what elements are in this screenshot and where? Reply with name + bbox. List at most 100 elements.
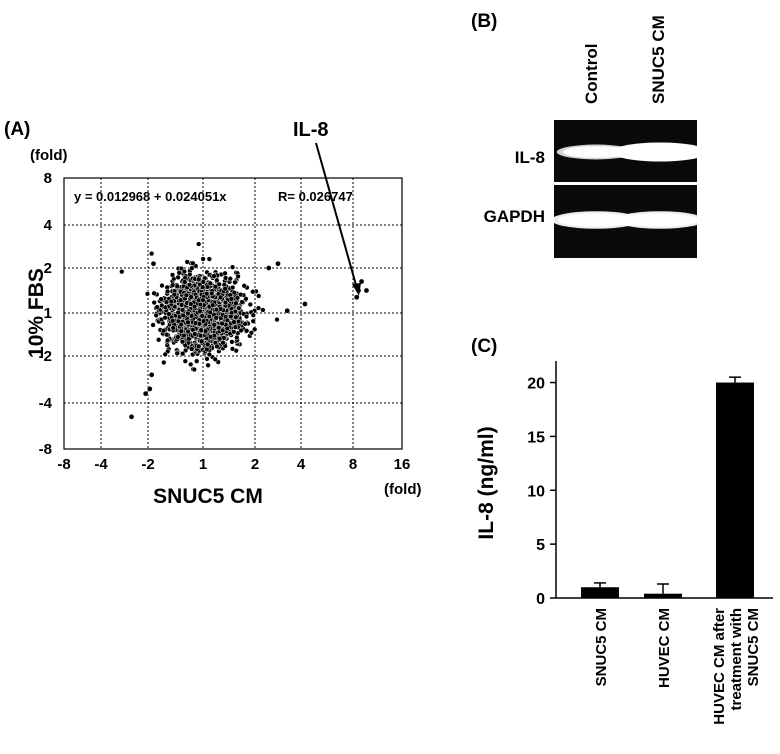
scatter-point — [200, 279, 206, 285]
scatter-point — [260, 307, 266, 313]
scatter-point — [164, 337, 171, 344]
panel-b: (B) Control SNUC5 CM IL-8 GAPDH — [471, 11, 708, 258]
scatter-point — [217, 294, 224, 300]
scatter-point — [196, 343, 202, 349]
scatter-point — [178, 328, 184, 334]
scatter-point — [146, 386, 153, 392]
category-label: SNUC5 CM — [745, 608, 762, 686]
y-tick-label: 0 — [536, 591, 545, 608]
lane-label-control: Control — [582, 44, 601, 104]
y-tick-label: 10 — [527, 483, 545, 500]
scatter-point — [166, 311, 172, 317]
gel-band-core — [558, 213, 634, 227]
scatter-point — [224, 325, 230, 332]
x-tick-label: -4 — [94, 456, 108, 473]
panel-c-y-ticks: 0 5 10 15 20 — [527, 376, 556, 608]
panel-a: (A) (fold) (fold) 10% FBS SNUC5 CM 8421-… — [4, 119, 421, 508]
scatter-point — [168, 298, 174, 305]
scatter-point — [178, 302, 185, 308]
y-tick-label: 4 — [44, 217, 53, 234]
scatter-point — [244, 328, 250, 334]
scatter-point — [180, 350, 186, 357]
x-tick-label: 16 — [394, 456, 411, 473]
scatter-point — [235, 273, 241, 280]
scatter-point — [242, 321, 248, 327]
scatter-point — [229, 339, 235, 345]
scatter-point — [156, 337, 162, 343]
scatter-point — [162, 351, 168, 358]
category-label: treatment with — [728, 608, 745, 711]
scatter-point — [163, 299, 170, 305]
scatter-point — [284, 307, 291, 314]
scatter-point — [214, 277, 220, 283]
scatter-point — [196, 241, 202, 247]
scatter-point — [236, 305, 242, 311]
scatter-point — [205, 362, 211, 368]
scatter-point — [200, 318, 207, 324]
scatter-point — [161, 359, 167, 366]
scatter-point — [150, 260, 157, 267]
scatter-point — [180, 312, 186, 319]
scatter-point — [250, 318, 256, 324]
scatter-point — [204, 346, 210, 353]
scatter-point — [248, 330, 255, 336]
category-label: HUVEC CM after — [711, 608, 728, 725]
scatter-point — [235, 318, 242, 325]
scatter-point — [190, 260, 196, 266]
x-tick-label: 8 — [349, 456, 357, 473]
scatter-point — [265, 265, 272, 271]
scatter-point — [217, 336, 223, 342]
scatter-point — [200, 297, 206, 303]
scatter-point — [170, 325, 176, 331]
bar — [716, 382, 754, 598]
scatter-point — [207, 334, 214, 340]
scatter-point — [302, 301, 308, 307]
scatter-point — [119, 269, 125, 275]
scatter-point — [238, 327, 244, 334]
scatter-point — [275, 260, 281, 267]
scatter-point — [206, 351, 213, 358]
scatter-point — [169, 272, 176, 278]
scatter-point — [229, 346, 236, 352]
scatter-point — [171, 292, 177, 298]
y-tick-label: 20 — [527, 376, 545, 393]
scatter-point — [232, 279, 238, 286]
scatter-point — [192, 320, 199, 326]
scatter-point — [188, 313, 195, 319]
x-tick-label: 2 — [251, 456, 259, 473]
x-tick-label: 4 — [297, 456, 306, 473]
scatter-point — [207, 280, 213, 286]
scatter-point — [211, 322, 217, 328]
scatter-point — [179, 307, 186, 313]
panel-a-points — [119, 241, 370, 420]
scatter-point — [250, 312, 256, 318]
scatter-point — [159, 282, 165, 289]
scatter-point — [204, 291, 210, 297]
scatter-point — [170, 282, 176, 288]
scatter-point — [358, 278, 365, 285]
scatter-point — [198, 327, 204, 333]
y-tick-label: -4 — [39, 395, 53, 412]
scatter-point — [183, 292, 190, 298]
scatter-point — [232, 324, 239, 330]
scatter-point — [233, 314, 239, 320]
scatter-point — [164, 288, 171, 295]
scatter-point — [211, 273, 217, 279]
scatter-point — [213, 306, 220, 313]
scatter-point — [231, 319, 237, 325]
scatter-point — [154, 304, 160, 310]
scatter-point — [229, 264, 236, 270]
scatter-point — [363, 287, 370, 294]
scatter-point — [222, 299, 229, 306]
scatter-point — [175, 274, 181, 281]
scatter-point — [206, 256, 212, 262]
scatter-point — [239, 299, 245, 305]
scatter-point — [241, 283, 247, 289]
panel-b-label: (B) — [471, 11, 497, 32]
scatter-point — [174, 350, 180, 357]
y-tick-label: 8 — [44, 170, 52, 187]
scatter-point — [206, 313, 212, 320]
scatter-point — [233, 300, 239, 306]
scatter-point — [182, 279, 188, 285]
y-tick-label: 2 — [44, 260, 52, 277]
